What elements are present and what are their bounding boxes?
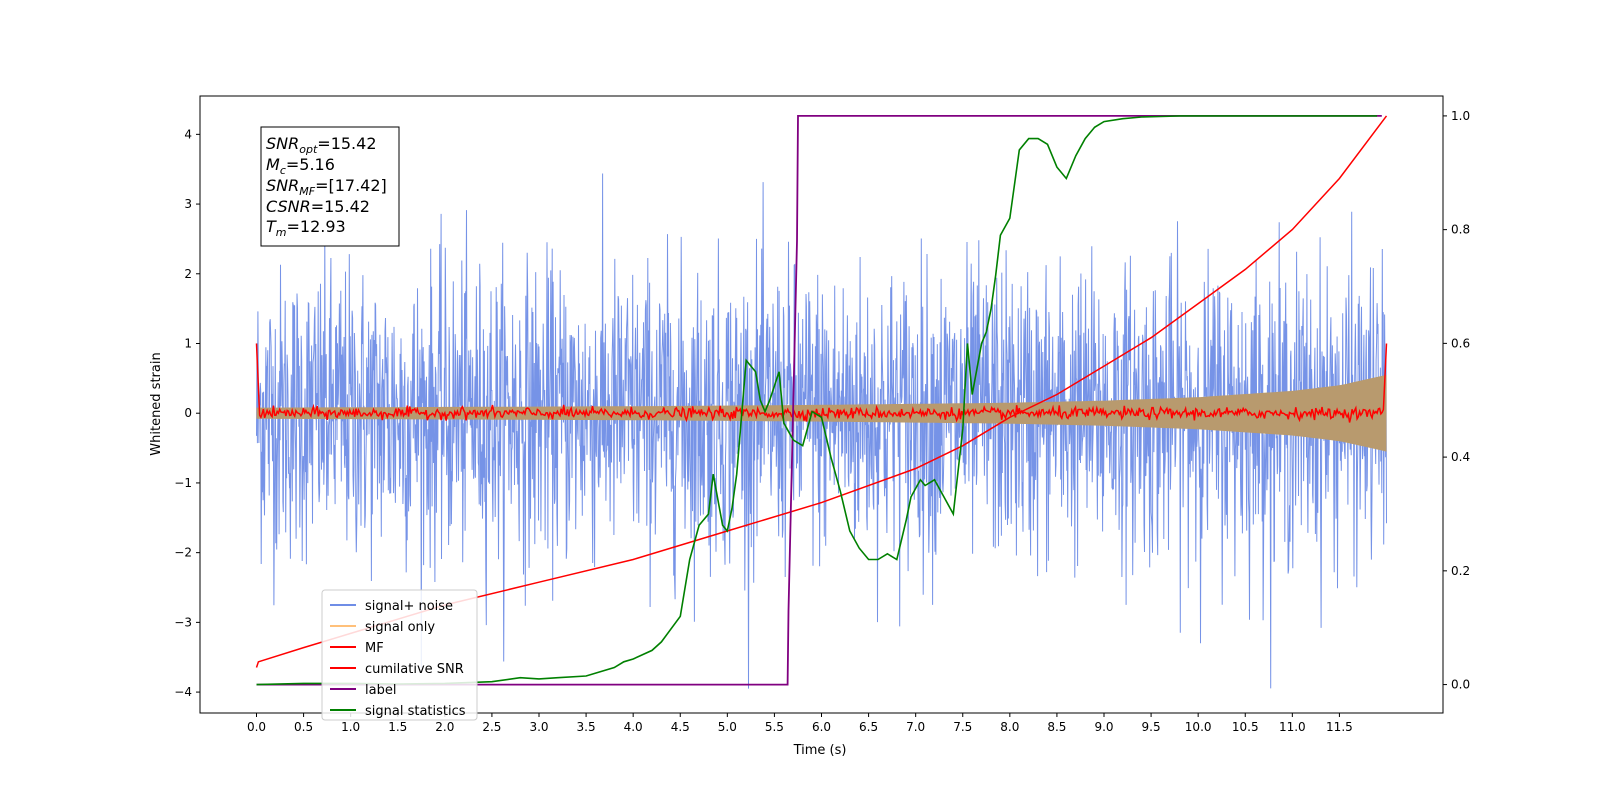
x-tick-label: 10.0 (1185, 720, 1212, 734)
y-tick-label-right: 1.0 (1451, 109, 1470, 123)
x-tick-label: 0.5 (294, 720, 313, 734)
series-signal-statistics (256, 115, 1378, 686)
y-tick-label-left: 3 (184, 197, 192, 211)
annotation-frame (260, 126, 400, 247)
y-tick-label-left: −1 (174, 476, 192, 490)
x-tick-label: 2.5 (482, 720, 501, 734)
x-axis: 0.0 0.5 1.0 1.5 2.0 2.5 3.0 3.5 4.0 4.5 5.0 5.5 6.0 6… (247, 713, 1353, 734)
x-tick-label: 4.0 (624, 720, 643, 734)
y-axis-right: 1.0 0.8 0.6 0.4 0.2 0.0 (1443, 109, 1470, 692)
x-tick-label: 8.5 (1047, 720, 1066, 734)
x-tick-label: 8.0 (1000, 720, 1019, 734)
x-tick-label: 11.0 (1279, 720, 1306, 734)
x-tick-label: 7.5 (953, 720, 972, 734)
y-tick-label-left: 1 (184, 336, 192, 350)
x-tick-label: 6.0 (812, 720, 831, 734)
y-tick-label-right: 0.0 (1451, 678, 1470, 692)
x-tick-label: 11.5 (1326, 720, 1353, 734)
y-tick-label-left: 0 (184, 406, 192, 420)
annotation-tm: Tm=12.93 (266, 217, 346, 239)
annotation-mc: Mc=5.16 (266, 155, 335, 177)
x-tick-label: 7.0 (906, 720, 925, 734)
x-tick-label: 10.5 (1232, 720, 1259, 734)
y-tick-label-right: 0.2 (1451, 564, 1470, 578)
x-axis-label: Time (s) (793, 743, 847, 758)
y-tick-label-left: −2 (174, 546, 192, 560)
legend-frame (321, 589, 478, 721)
annotation-box: SNRopt=15.42 Mc=5.16 SNRMF=[17.42] CSNR=… (260, 126, 400, 247)
x-tick-label: 9.5 (1142, 720, 1161, 734)
x-tick-label: 9.0 (1094, 720, 1113, 734)
x-tick-label: 5.5 (765, 720, 784, 734)
x-tick-label: 5.0 (718, 720, 737, 734)
legend-label: MF (365, 641, 384, 656)
x-tick-label: 2.0 (435, 720, 454, 734)
legend-label: signal+ noise (365, 599, 453, 614)
y-tick-label-right: 0.4 (1451, 450, 1470, 464)
legend-label: signal statistics (365, 704, 466, 719)
y-tick-label-right: 0.6 (1451, 336, 1470, 350)
x-tick-label: 6.5 (859, 720, 878, 734)
legend: signal+ noise signal only MF cumilative SNR… (321, 589, 478, 721)
annotation-csnr: CSNR=15.42 (266, 197, 370, 216)
annotation-snr-mf: SNRMF=[17.42] (266, 176, 387, 198)
legend-label: cumilative SNR (365, 662, 464, 677)
x-tick-label: 3.5 (577, 720, 596, 734)
y-tick-label-left: 4 (184, 127, 192, 141)
y-tick-label-left: −4 (174, 685, 192, 699)
x-tick-label: 1.0 (341, 720, 360, 734)
y-axis-left: 4 3 2 1 0 −1 −2 −3 −4 (174, 127, 200, 699)
y-tick-label-left: −3 (174, 615, 192, 629)
x-tick-label: 3.0 (529, 720, 548, 734)
legend-items: signal+ noise signal only MF cumilative SNR… (330, 599, 466, 719)
series-label (256, 115, 1382, 686)
x-tick-label: 1.5 (388, 720, 407, 734)
legend-label: signal only (365, 620, 435, 635)
x-tick-label: 0.0 (247, 720, 266, 734)
y-tick-label-right: 0.8 (1451, 223, 1470, 237)
y-axis-label: Whitened strain (149, 352, 164, 455)
annotation-snr-opt: SNRopt=15.42 (266, 134, 377, 156)
y-tick-label-left: 2 (184, 267, 192, 281)
x-tick-label: 4.5 (671, 720, 690, 734)
legend-label: label (365, 683, 396, 698)
